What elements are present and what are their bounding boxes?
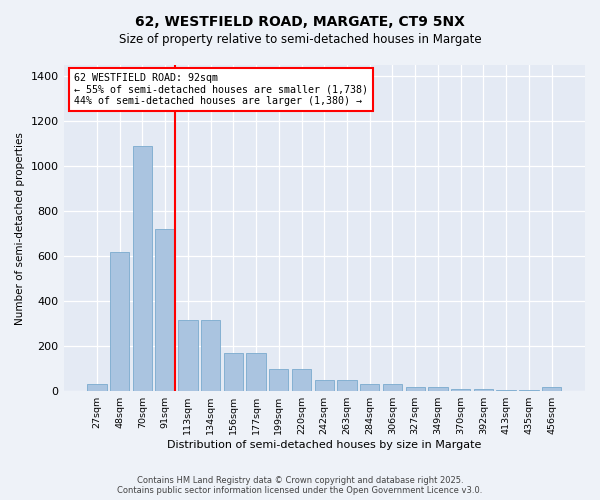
Text: 62 WESTFIELD ROAD: 92sqm
← 55% of semi-detached houses are smaller (1,738)
44% o: 62 WESTFIELD ROAD: 92sqm ← 55% of semi-d…: [74, 73, 368, 106]
Bar: [87, 384, 107, 391]
Bar: [383, 384, 402, 391]
Bar: [496, 390, 516, 391]
Bar: [247, 353, 266, 391]
Bar: [406, 386, 425, 391]
Text: Contains HM Land Registry data © Crown copyright and database right 2025.
Contai: Contains HM Land Registry data © Crown c…: [118, 476, 482, 495]
Bar: [360, 384, 379, 391]
Bar: [110, 252, 130, 391]
Text: 62, WESTFIELD ROAD, MARGATE, CT9 5NX: 62, WESTFIELD ROAD, MARGATE, CT9 5NX: [135, 15, 465, 29]
Bar: [314, 380, 334, 391]
Bar: [451, 389, 470, 391]
Bar: [542, 386, 561, 391]
Y-axis label: Number of semi-detached properties: Number of semi-detached properties: [15, 132, 25, 324]
Bar: [155, 229, 175, 391]
Bar: [269, 368, 289, 391]
Bar: [178, 320, 197, 391]
Bar: [292, 368, 311, 391]
Text: Size of property relative to semi-detached houses in Margate: Size of property relative to semi-detach…: [119, 32, 481, 46]
X-axis label: Distribution of semi-detached houses by size in Margate: Distribution of semi-detached houses by …: [167, 440, 481, 450]
Bar: [519, 390, 539, 391]
Bar: [337, 380, 356, 391]
Bar: [474, 389, 493, 391]
Bar: [201, 320, 220, 391]
Bar: [428, 386, 448, 391]
Bar: [133, 146, 152, 391]
Bar: [224, 353, 243, 391]
